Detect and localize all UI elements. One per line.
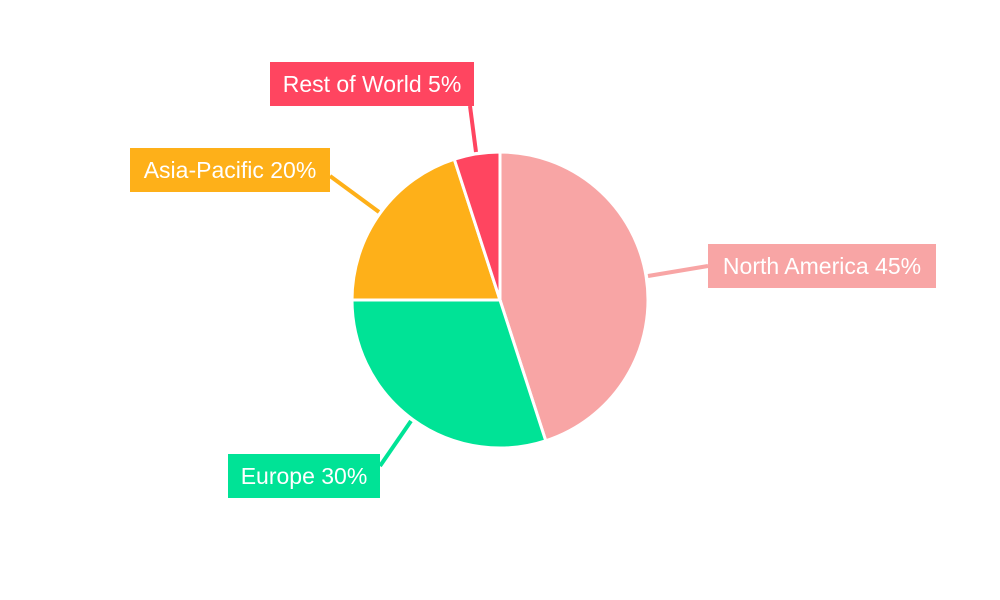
pie-slice-rest-of-world[interactable]	[452, 150, 502, 301]
data-label: Asia-Pacific 20%	[144, 157, 317, 183]
data-label-box	[130, 148, 330, 192]
data-label-box	[270, 62, 474, 106]
leader-line	[328, 174, 381, 214]
leader-line	[378, 419, 413, 468]
leader-line	[647, 264, 709, 278]
data-label: Europe 30%	[241, 463, 368, 489]
leader-line	[468, 105, 478, 153]
data-label: North America 45%	[723, 253, 921, 279]
data-label: Rest of World 5%	[283, 71, 462, 97]
pie-slice-europe[interactable]	[350, 298, 548, 450]
data-label-box	[708, 244, 936, 288]
pie-slice-asia-pacific[interactable]	[350, 157, 503, 302]
pie-slice-north-america[interactable]	[498, 150, 650, 443]
data-label-box	[228, 454, 380, 498]
